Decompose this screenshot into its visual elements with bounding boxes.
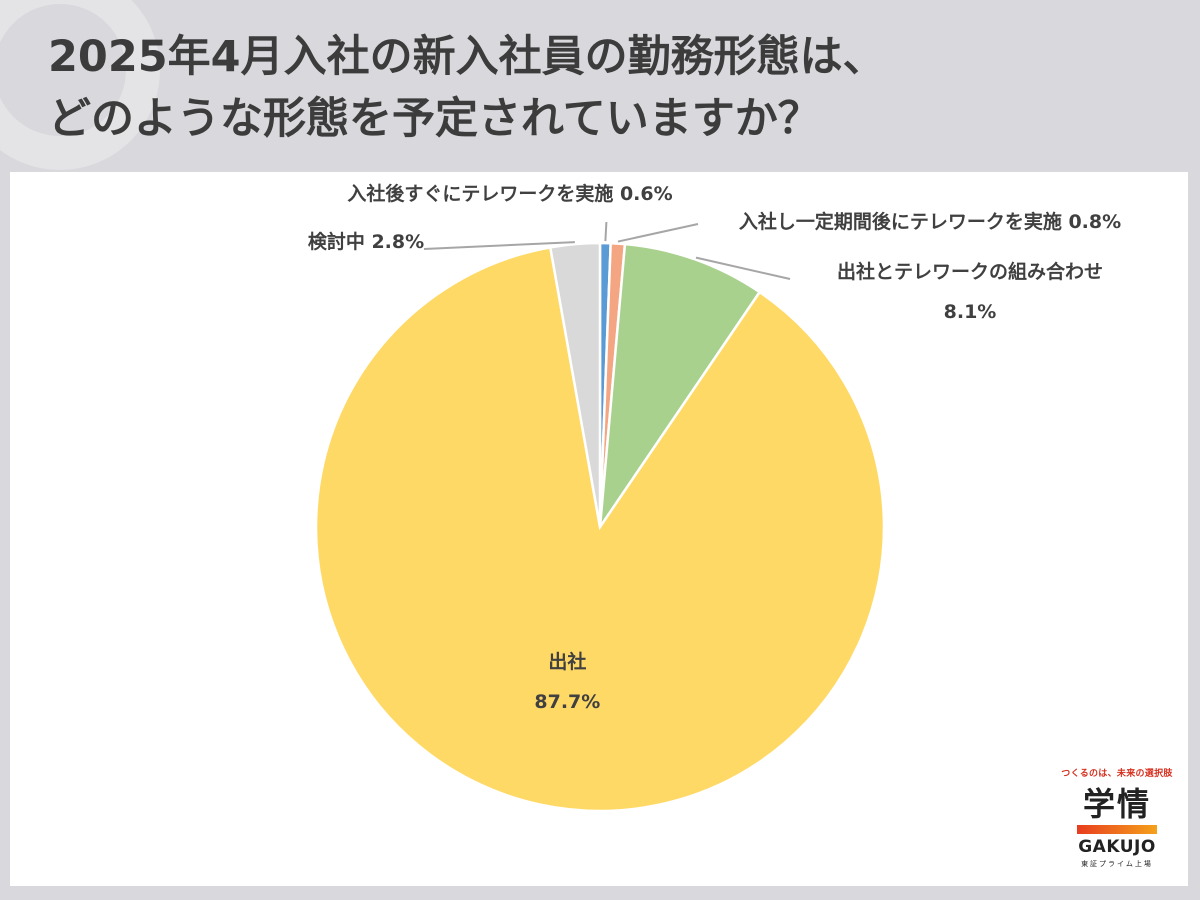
pie-label-0-text: 入社後すぐにテレワークを実施 0.6%: [347, 182, 672, 205]
leader-line-0: [604, 221, 608, 242]
logo-bar: [1077, 825, 1157, 834]
logo-mark: 学情: [1082, 785, 1151, 823]
pie-label-3-value: 87.7%: [534, 691, 600, 713]
leader-line-4: [423, 241, 575, 250]
pie-slice-3: [314, 245, 886, 813]
gakujo-logo: つくるのは、未来の選択肢 学情 GAKUJO 東証プライム上場: [1052, 766, 1182, 878]
leader-line-2: [695, 256, 791, 280]
page-title: 2025年4月入社の新入社員の勤務形態は、 どのような形態を予定されていますか？: [48, 26, 1168, 150]
pie-label-1-text: 入社し一定期間後にテレワークを実施 0.8%: [739, 210, 1121, 233]
logo-tagline: つくるのは、未来の選択肢: [1061, 769, 1173, 779]
chart-panel: 入社後すぐにテレワークを実施 0.6% 入社し一定期間後にテレワークを実施 0.8…: [10, 172, 1188, 886]
logo-sub: 東証プライム上場: [1081, 860, 1153, 868]
pie-label-2-value: 8.1%: [944, 301, 997, 323]
title-line-2: どのような形態を予定されていますか？: [48, 94, 821, 144]
pie-slice-4: [548, 241, 602, 528]
logo-name: GAKUJO: [1078, 837, 1156, 857]
pie-label-3-name: 出社: [548, 650, 586, 673]
pie-chart: 入社後すぐにテレワークを実施 0.6% 入社し一定期間後にテレワークを実施 0.8…: [308, 182, 1121, 813]
title-line-1: 2025年4月入社の新入社員の勤務形態は、: [48, 32, 886, 82]
pie-label-2-name: 出社とテレワークの組み合わせ: [837, 260, 1103, 283]
leader-line-1: [617, 223, 699, 243]
pie-label-4-text: 検討中 2.8%: [308, 230, 424, 253]
pie-slice-2: [598, 242, 762, 532]
